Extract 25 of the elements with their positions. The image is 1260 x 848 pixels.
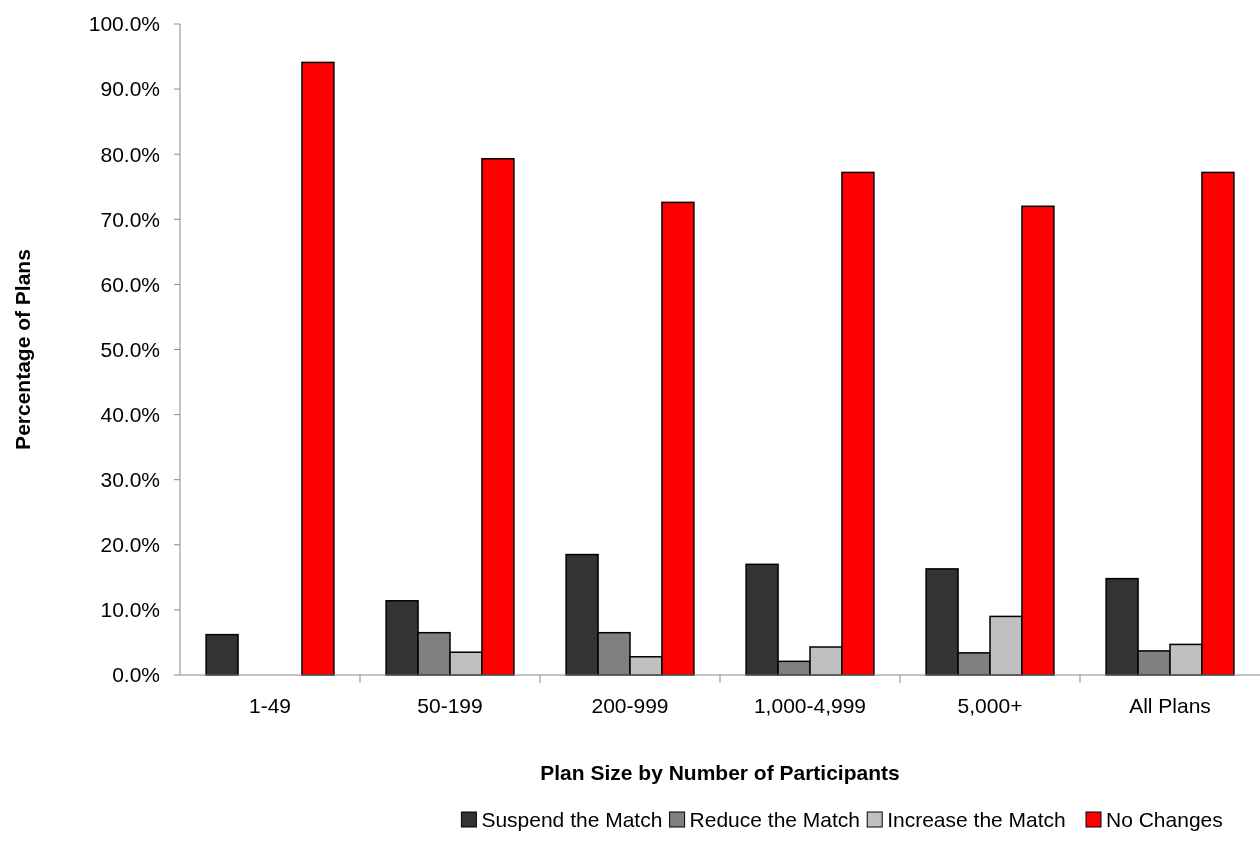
legend-label: Increase the Match <box>887 808 1066 832</box>
y-tick-label: 100.0% <box>88 12 160 36</box>
y-tick-label: 0.0% <box>112 663 160 687</box>
y-tick-label: 80.0% <box>100 142 160 166</box>
x-axis-title: Plan Size by Number of Participants <box>540 761 900 784</box>
y-tick-label: 70.0% <box>100 207 160 231</box>
x-tick-label: 200-999 <box>591 694 669 717</box>
x-tick-label: 5,000+ <box>957 694 1023 717</box>
y-tick-label: 20.0% <box>100 533 160 557</box>
x-tick-label: 1,000-4,999 <box>753 694 867 717</box>
x-tick-label: 50-199 <box>417 694 483 717</box>
bar <box>301 61 335 676</box>
x-tick-label: 1-49 <box>248 694 292 717</box>
y-tick-label: 90.0% <box>100 77 160 101</box>
legend-label: Reduce the Match <box>689 808 861 832</box>
y-tick-label: 30.0% <box>100 468 160 492</box>
y-tick-label: 10.0% <box>100 598 160 622</box>
y-tick-label: 50.0% <box>100 337 160 361</box>
x-tick-label: All Plans <box>1129 694 1211 717</box>
y-tick-label: 40.0% <box>100 402 160 426</box>
y-axis-title: Percentage of Plans <box>11 249 34 450</box>
bar <box>205 633 239 676</box>
y-tick-label: 60.0% <box>100 272 160 296</box>
legend-label: No Changes <box>1106 808 1223 832</box>
legend-label: Suspend the Match <box>481 808 663 832</box>
